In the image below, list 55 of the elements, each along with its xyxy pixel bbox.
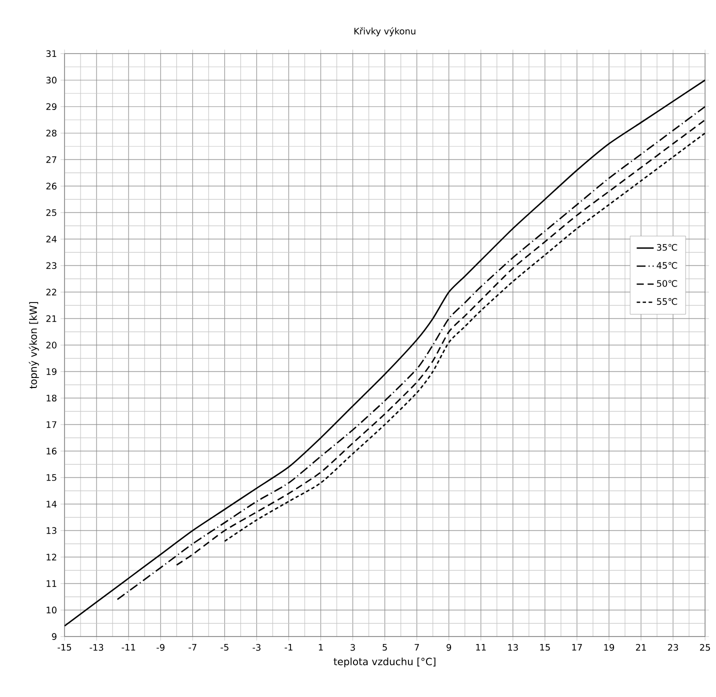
x-tick-label: 19: [604, 644, 614, 651]
y-tick-label: 23: [46, 262, 56, 269]
x-tick-label: -11: [122, 644, 136, 650]
y-tick-label: 9: [52, 633, 56, 640]
y-tick-label: 22: [46, 288, 56, 296]
x-tick-label: -1: [284, 644, 292, 650]
x-tick-label: 23: [668, 644, 678, 651]
x-tick-label: -9: [156, 644, 164, 651]
y-tick-label: 19: [46, 368, 56, 375]
x-tick-label: -15: [58, 644, 72, 651]
y-tick-label: 18: [46, 394, 56, 402]
line-series: [224, 132, 706, 542]
legend-label: 45℃: [656, 262, 678, 269]
y-tick-label: 25: [46, 209, 56, 216]
y-tick-label: 17: [46, 421, 56, 428]
x-tick-label: -13: [90, 644, 104, 651]
y-tick-label: 26: [46, 182, 57, 190]
y-tick-label: 29: [46, 103, 56, 110]
x-tick-label: 17: [572, 644, 582, 650]
x-tick-label: -3: [252, 644, 260, 651]
x-tick-label: -7: [188, 644, 196, 650]
y-tick-label: 13: [46, 527, 56, 534]
line-series: [64, 79, 706, 627]
y-tick-label: 21: [46, 315, 56, 322]
y-tick-label: 27: [46, 156, 56, 163]
y-tick-label: 12: [46, 554, 56, 560]
y-tick-label: 14: [46, 500, 57, 508]
y-axis-title: topný výkon [kW]: [28, 302, 39, 389]
y-tick-label: 31: [46, 50, 56, 57]
line-series: [116, 106, 706, 600]
line-series: [176, 119, 706, 566]
x-tick-label: 1: [318, 644, 323, 650]
legend-label: 35℃: [656, 244, 678, 251]
y-tick-label: 24: [46, 236, 57, 242]
y-tick-label: 10: [46, 606, 56, 614]
x-tick-label: 3: [350, 644, 355, 651]
x-tick-label: 25: [700, 644, 710, 651]
chart-title: Křivky výkonu: [354, 27, 416, 36]
y-tick-label: 20: [46, 342, 56, 348]
y-tick-label: 28: [46, 130, 56, 136]
x-tick-label: 21: [636, 644, 646, 651]
x-tick-label: -5: [220, 644, 228, 651]
x-tick-label: 13: [508, 644, 518, 651]
x-tick-label: 11: [476, 644, 486, 650]
x-tick-label: 5: [382, 644, 387, 651]
y-tick-label: 15: [46, 474, 56, 481]
legend-label: 55℃: [656, 298, 678, 305]
x-tick-label: 9: [446, 644, 452, 651]
y-tick-label: 30: [46, 76, 56, 84]
x-axis-title: teplota vzduchu [°C]: [334, 658, 436, 668]
x-tick-label: 7: [414, 644, 419, 650]
legend-label: 50℃: [656, 280, 678, 287]
y-tick-label: 16: [46, 448, 57, 454]
x-tick-label: 15: [540, 644, 550, 651]
y-tick-label: 11: [46, 580, 56, 587]
